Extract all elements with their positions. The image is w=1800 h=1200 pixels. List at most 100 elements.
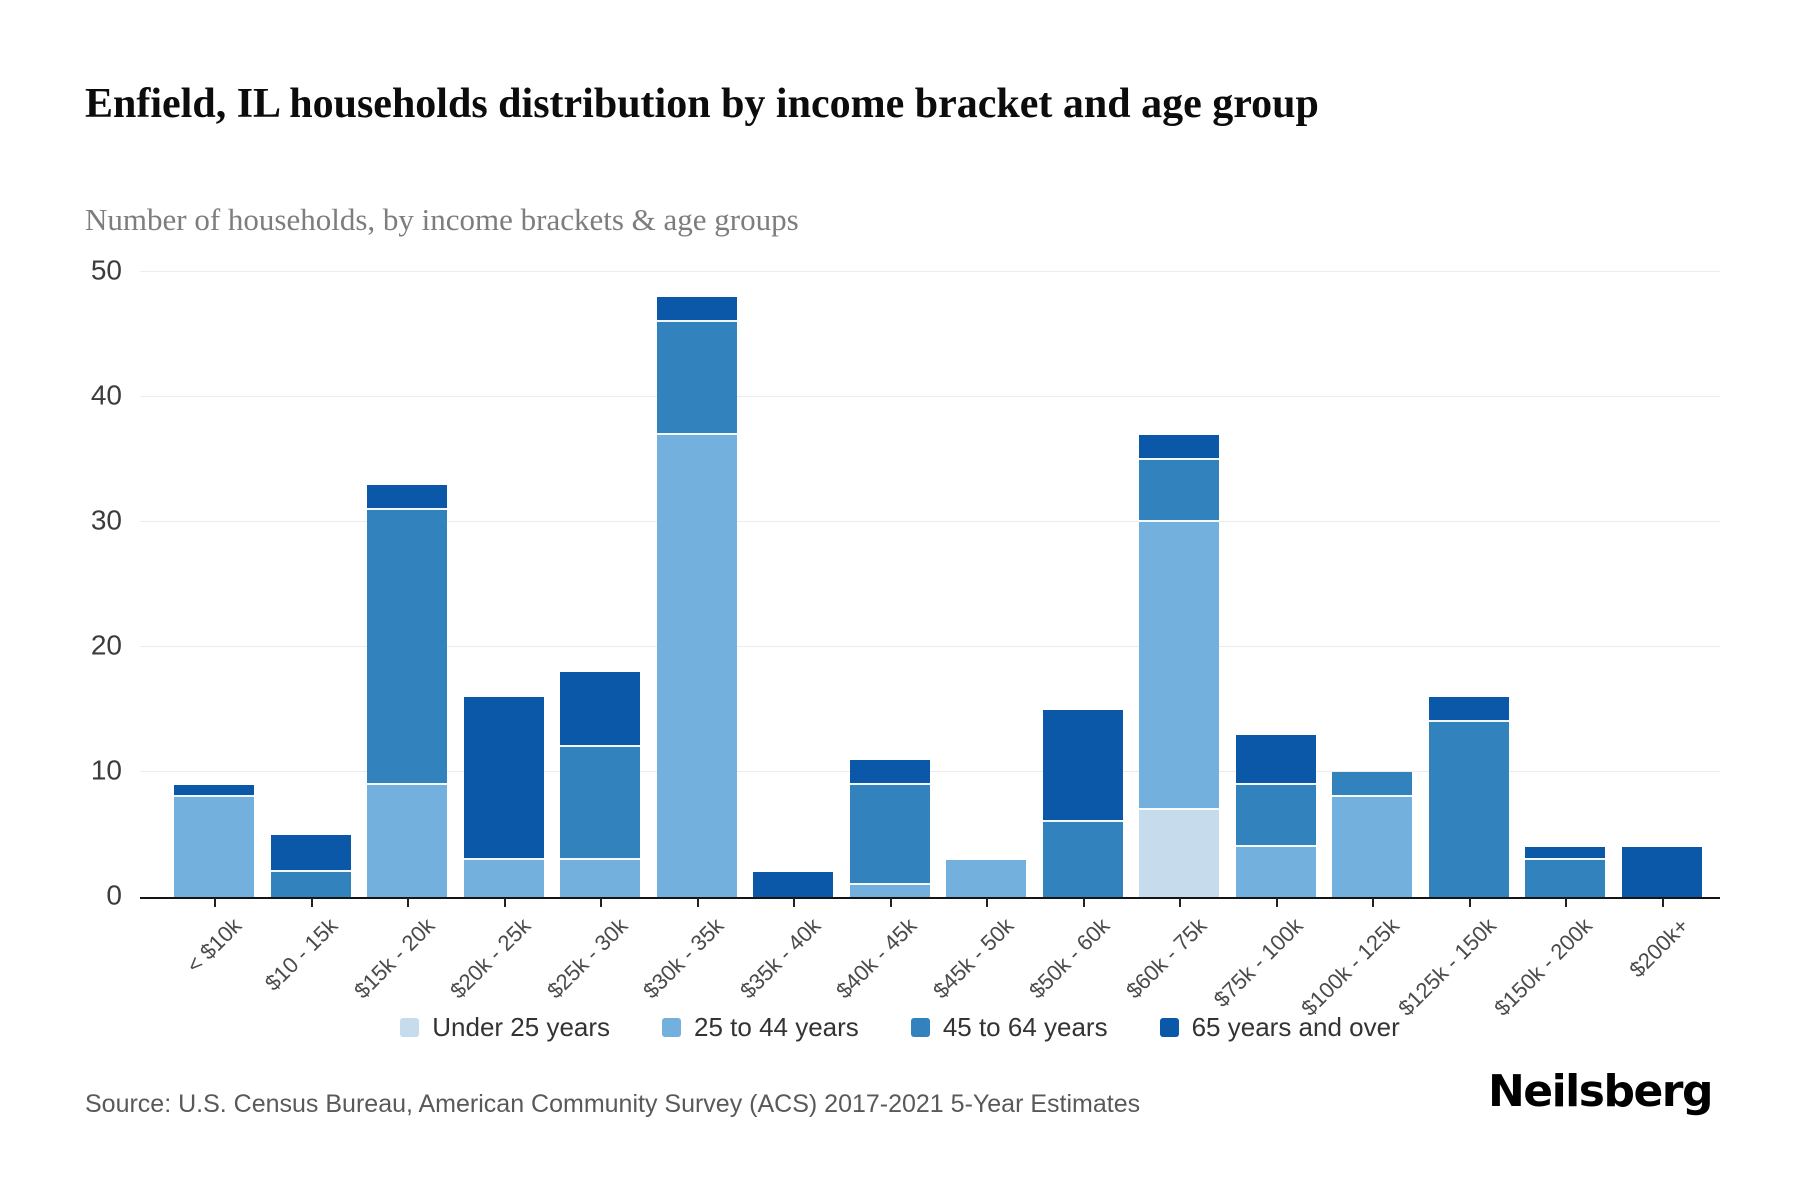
gridline-y40 — [140, 396, 1720, 397]
x-axis-tick-label: $200k+ — [1624, 913, 1694, 983]
bar-segment[interactable] — [174, 784, 255, 797]
bar-10 — [1042, 272, 1123, 897]
x-axis-tick — [600, 898, 603, 907]
legend-label: 25 to 44 years — [694, 1012, 859, 1042]
bar-segment[interactable] — [560, 859, 641, 897]
x-axis-tick-label: $45k - 50k — [927, 913, 1018, 1004]
bar-segment[interactable] — [849, 884, 930, 897]
x-axis-tick — [407, 898, 410, 907]
bar-segment[interactable] — [849, 784, 930, 885]
bar-slot: $100k - 125k — [1296, 272, 1421, 1021]
source-note: Source: U.S. Census Bureau, American Com… — [85, 1090, 1141, 1118]
y-axis-tick-label: 0 — [106, 879, 122, 911]
bar-segment[interactable] — [1235, 784, 1316, 847]
x-axis-tick — [214, 898, 217, 907]
x-axis-tick-label: $35k - 40k — [734, 913, 825, 1004]
legend-swatch-icon — [400, 1018, 420, 1037]
bar-slot: $35k - 40k — [735, 272, 842, 1003]
legend-item[interactable]: 25 to 44 years — [662, 1012, 859, 1043]
bar-segment[interactable] — [1139, 522, 1220, 810]
bar-segment[interactable] — [1428, 722, 1509, 897]
bar-segment[interactable] — [1139, 459, 1220, 522]
bar-slot: $25k - 30k — [542, 272, 649, 1003]
x-axis-tick — [1372, 898, 1375, 907]
plot-area: 0 10 20 30 40 50 < $10k $10 - 15k $15k - 20k $20k… — [91, 254, 1720, 1021]
y-axis-tick-label: 20 — [90, 629, 122, 661]
gridline-y10 — [140, 771, 1720, 772]
chart-subtitle: Number of households, by income brackets… — [85, 202, 799, 237]
legend-item[interactable]: 45 to 64 years — [910, 1012, 1108, 1043]
bar-segment[interactable] — [1139, 809, 1220, 897]
bar-segment[interactable] — [1428, 697, 1509, 722]
bar-segment[interactable] — [367, 509, 448, 785]
bar-segment[interactable] — [656, 297, 737, 322]
bar-segment[interactable] — [1139, 434, 1220, 460]
bars-row: < $10k $10 - 15k $15k - 20k $20k - 25k $25k … — [166, 272, 1710, 1021]
legend: Under 25 years 25 to 44 years 45 to 64 yea… — [85, 1012, 1715, 1043]
x-axis-tick-label: $40k - 45k — [831, 913, 922, 1004]
bar-14 — [1428, 272, 1509, 897]
x-axis-tick — [1565, 898, 1568, 907]
gridline-y30 — [140, 521, 1720, 522]
bar-segment[interactable] — [270, 872, 351, 897]
x-axis-tick — [1179, 898, 1182, 907]
bar-segment[interactable] — [270, 834, 351, 872]
y-axis-tick-label: 10 — [90, 754, 122, 786]
x-axis-tick — [1082, 898, 1085, 907]
x-axis-tick-label: $25k - 30k — [541, 913, 632, 1004]
x-axis-tick — [1275, 898, 1278, 907]
bar-segment[interactable] — [1525, 847, 1606, 860]
bar-5 — [560, 272, 641, 897]
bar-segment[interactable] — [1525, 859, 1606, 897]
x-axis-tick-label: $60k - 75k — [1120, 913, 1211, 1004]
bar-slot: $15k - 20k — [349, 272, 456, 1003]
x-axis-tick — [696, 898, 699, 907]
bar-segment[interactable] — [656, 434, 737, 897]
bar-15 — [1525, 272, 1606, 897]
bar-segment[interactable] — [463, 697, 544, 860]
x-axis-tick-label: $125k - 150k — [1392, 913, 1501, 1021]
x-axis-tick-label: $10 - 15k — [259, 913, 343, 996]
bar-12 — [1235, 272, 1316, 897]
bar-segment[interactable] — [1332, 797, 1413, 897]
x-axis-tick-label: $100k - 125k — [1296, 913, 1404, 1021]
bar-segment[interactable] — [849, 759, 930, 785]
bar-4 — [463, 272, 544, 897]
bar-segment[interactable] — [1235, 847, 1316, 897]
x-axis-tick-label: $20k - 25k — [445, 913, 536, 1004]
x-axis-tick — [503, 898, 506, 907]
bar-segment[interactable] — [560, 747, 641, 860]
x-axis-tick-label: $150k - 200k — [1489, 913, 1597, 1021]
legend-item[interactable]: 65 years and over — [1159, 1012, 1400, 1043]
bar-6 — [656, 272, 737, 897]
bar-segment[interactable] — [367, 784, 448, 897]
bar-segment[interactable] — [1235, 734, 1316, 785]
bar-3 — [367, 272, 448, 897]
bar-segment[interactable] — [560, 672, 641, 747]
bar-slot: $75k - 100k — [1208, 272, 1325, 1012]
bar-segment[interactable] — [367, 484, 448, 510]
neilsberg-logo: Neilsberg — [1487, 1066, 1714, 1117]
bar-segment[interactable] — [656, 322, 737, 435]
x-axis-tick — [310, 898, 313, 907]
bar-segment[interactable] — [1042, 709, 1123, 822]
x-axis-tick-label: $75k - 100k — [1208, 913, 1308, 1012]
gridline-y20 — [140, 646, 1720, 647]
legend-item[interactable]: Under 25 years — [400, 1012, 610, 1043]
legend-label: Under 25 years — [432, 1012, 611, 1042]
x-axis-tick-label: < $10k — [181, 913, 246, 978]
bar-segment[interactable] — [753, 872, 834, 897]
x-axis-tick-label: $50k - 60k — [1024, 913, 1115, 1004]
bar-segment[interactable] — [1621, 847, 1702, 897]
bar-slot: $30k - 35k — [638, 272, 746, 1003]
bar-slot: $40k - 45k — [831, 272, 939, 1003]
bar-segment[interactable] — [946, 859, 1027, 897]
bar-slot: < $10k — [166, 272, 263, 978]
bar-segment[interactable] — [1332, 772, 1413, 797]
bar-segment[interactable] — [1042, 822, 1123, 897]
bar-slot: $150k - 200k — [1489, 272, 1614, 1021]
bar-segment[interactable] — [463, 859, 544, 897]
bar-segment[interactable] — [174, 797, 255, 897]
x-axis-tick — [793, 898, 796, 907]
